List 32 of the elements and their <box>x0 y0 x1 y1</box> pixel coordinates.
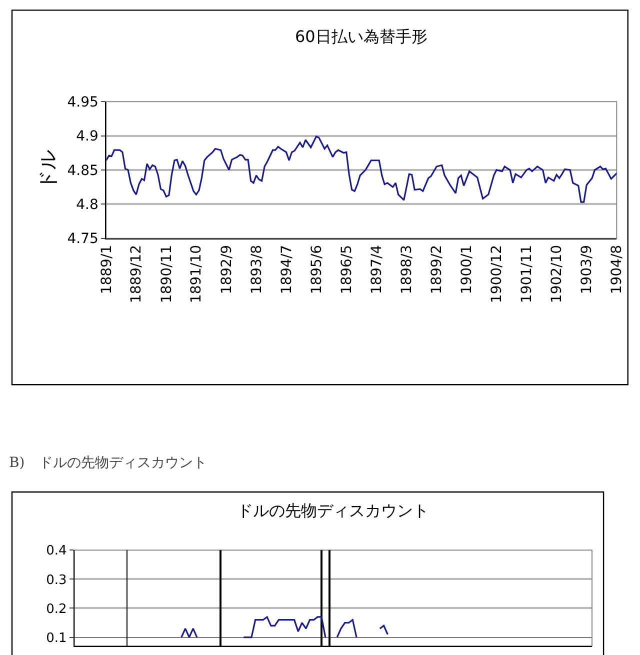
y-tick-label: 0.4 <box>46 544 67 559</box>
x-tick-label: 1903/9 <box>579 244 596 294</box>
x-tick-label: 1889/1 <box>98 244 115 294</box>
y-axis-title: ドル <box>36 150 60 190</box>
y-tick-label: 4.9 <box>76 128 98 145</box>
x-tick-label: 1902/10 <box>549 244 566 304</box>
y-tick-label: 4.95 <box>67 94 98 110</box>
y-tick-label: 0.3 <box>46 572 67 588</box>
x-tick-label: 1891/10 <box>188 244 205 304</box>
x-tick-label: 1896/5 <box>338 244 355 294</box>
y-tick-label: 4.8 <box>76 197 98 214</box>
x-tick-label: 1904/8 <box>609 244 626 294</box>
x-tick-label: 1894/7 <box>278 244 295 294</box>
chart-title: ドルの先物ディスカウント <box>237 501 429 520</box>
x-tick-label: 1898/3 <box>398 244 415 294</box>
x-tick-label: 1897/4 <box>368 244 385 294</box>
y-tick-label: 0.1 <box>46 630 67 646</box>
x-tick-label: 1901/11 <box>519 244 536 304</box>
x-tick-label: 1889/12 <box>128 244 145 304</box>
line-series <box>106 136 617 203</box>
x-tick-label: 1890/11 <box>158 244 175 304</box>
x-tick-label: 1892/9 <box>218 244 235 294</box>
y-tick-label: 0.2 <box>46 602 67 617</box>
x-tick-label: 1895/6 <box>308 244 325 294</box>
y-tick-label: 4.85 <box>67 162 98 179</box>
x-tick-label: 1900/12 <box>489 244 506 304</box>
x-tick-label: 1893/8 <box>248 244 265 294</box>
text: B) ドルの先物ディスカウント <box>9 455 207 471</box>
x-tick-label: 1900/1 <box>459 244 476 294</box>
y-tick-label: 4.75 <box>67 231 98 248</box>
x-tick-label: 1899/2 <box>429 244 446 294</box>
chart-title: 60日払い為替手形 <box>295 27 428 46</box>
